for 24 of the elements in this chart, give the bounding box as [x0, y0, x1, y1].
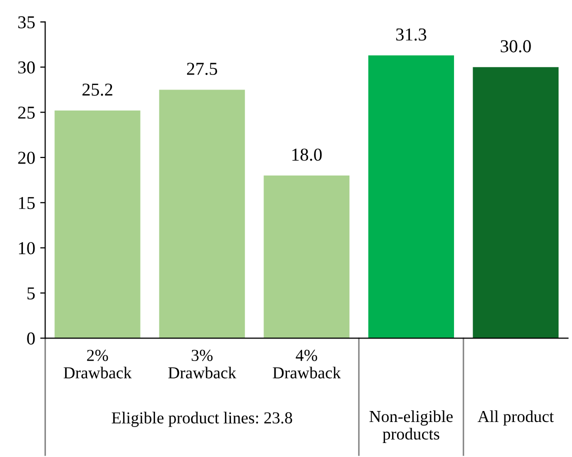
x-tick-label: 2% Drawback	[64, 350, 132, 378]
data-label: 30.0	[500, 40, 531, 52]
data-label: 27.5	[187, 62, 218, 76]
x-tick-label: 4% Drawback	[272, 350, 341, 378]
bar	[264, 176, 350, 338]
bar	[472, 67, 559, 338]
y-tick-label: 5	[27, 287, 35, 300]
bar	[54, 110, 140, 338]
x-tick-label: All product	[478, 410, 554, 426]
text: Eligible product lines: 23.8	[112, 412, 292, 427]
bar	[368, 55, 454, 338]
x-tick-label: Non-eligible products	[370, 410, 453, 443]
data-label: 31.3	[396, 28, 426, 41]
data-label: 25.2	[82, 84, 112, 96]
y-tick-label: 35	[18, 16, 35, 28]
y-tick-label: 15	[19, 196, 35, 210]
y-tick-label: 25	[18, 106, 35, 119]
data-label: 18.0	[292, 148, 322, 161]
x-tick-label: 3% Drawback	[168, 350, 236, 378]
y-tick-label: 20	[18, 152, 35, 164]
y-tick-label: 30	[18, 61, 35, 74]
y-tick-label: 10	[19, 242, 35, 254]
bar	[159, 90, 245, 338]
y-tick-label: 0	[27, 332, 35, 345]
